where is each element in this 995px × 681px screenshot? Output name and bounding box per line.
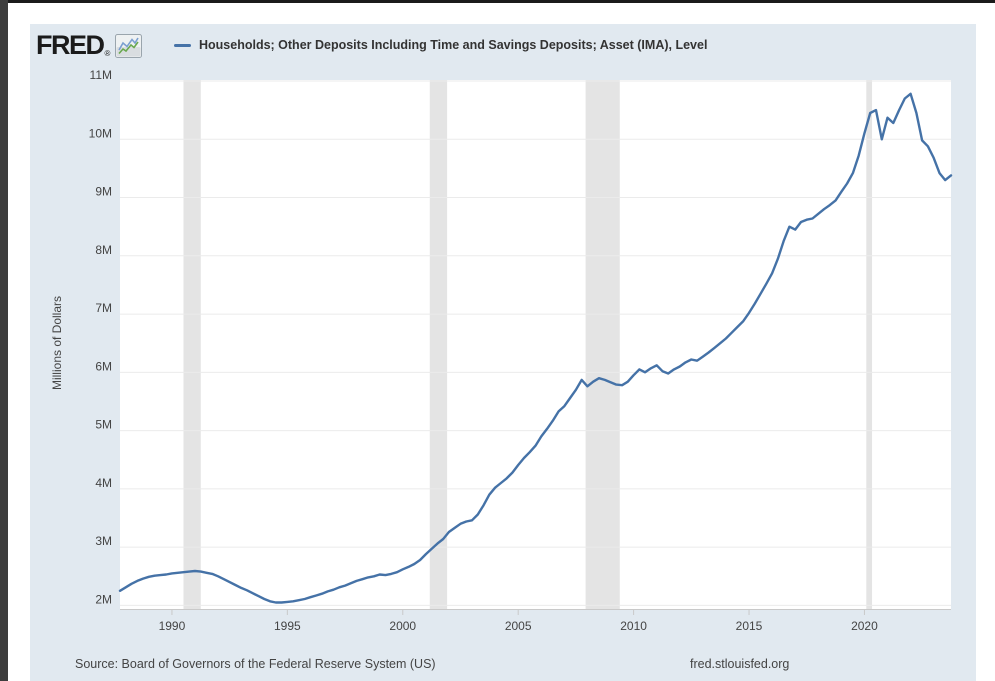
plot-area[interactable] [120,80,951,609]
x-tick-label: 1995 [274,619,301,633]
y-tick-label: 2M [95,592,112,606]
fred-logo: FRED [36,30,105,60]
y-tick-label: 11M [90,68,112,82]
recession-band [585,80,620,609]
y-tick-label: 10M [89,126,112,140]
y-tick-label: 6M [95,359,112,373]
window-top-border [0,0,995,3]
y-tick-label: 4M [95,476,112,490]
recession-band [183,80,201,609]
y-tick-label: 8M [95,243,112,257]
y-tick-label: 3M [95,534,112,548]
source-note: Source: Board of Governors of the Federa… [75,657,436,671]
fred-zigzag-chart-icon [115,34,143,63]
x-tick-label: 2015 [736,619,763,633]
x-tick-label: 2000 [389,619,416,633]
y-tick-label: 9M [95,185,112,199]
recession-band [866,80,873,609]
x-tick-label: 2005 [505,619,532,633]
x-tick-label: 2010 [620,619,647,633]
window-left-border [0,0,8,681]
y-tick-label: 7M [95,301,112,315]
legend-line-swatch [174,43,191,47]
x-tick-label: 2020 [851,619,878,633]
legend-series-label: Households; Other Deposits Including Tim… [199,38,708,52]
y-tick-label: 5M [95,418,112,432]
recession-band [429,80,448,609]
x-tick-label: 1990 [159,619,186,633]
series-legend: Households; Other Deposits Including Tim… [174,38,707,52]
registered-trademark-mark: ® [104,49,111,58]
fred-logo-group: FRED ® [36,30,143,63]
fred-site-link[interactable]: fred.stlouisfed.org [690,657,790,671]
series-line [118,92,953,604]
